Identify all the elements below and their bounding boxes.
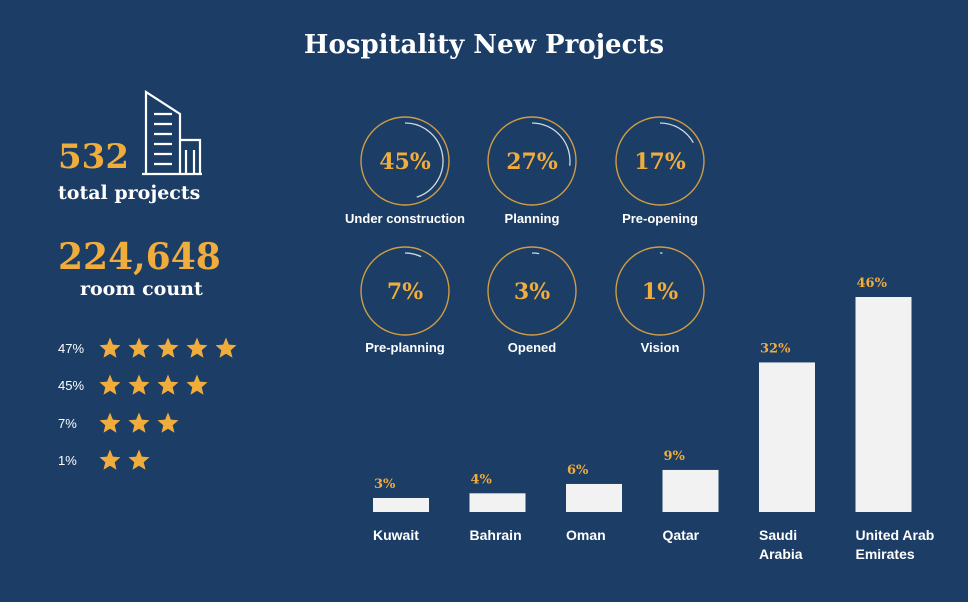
status-ring: 7% Pre-planning <box>360 246 450 355</box>
bar <box>566 483 622 512</box>
star-group <box>98 336 238 360</box>
star-icon <box>186 374 208 395</box>
bar <box>855 297 912 512</box>
star-icon <box>157 412 179 433</box>
bar-category-line: Bahrain <box>470 527 522 543</box>
building-icon <box>142 90 202 176</box>
ring-track <box>487 246 577 336</box>
ring-progress-arc <box>404 252 422 258</box>
ring-value-label: 7% <box>387 279 423 305</box>
rating-row-5-star: 47% <box>58 334 238 362</box>
star-group <box>98 373 209 397</box>
ring-progress-arc <box>531 122 571 166</box>
ring-track <box>615 246 705 336</box>
bar-category-label: Oman <box>566 527 606 543</box>
star-icon <box>99 449 121 470</box>
bar-value-label: 4% <box>471 472 493 487</box>
bar-value-label: 32% <box>760 341 791 356</box>
star-icon <box>128 412 150 433</box>
rating-row-4-star: 45% <box>58 371 209 399</box>
ring-value-label: 27% <box>506 149 558 175</box>
ring-value-label: 1% <box>642 279 678 305</box>
ring-value-label: 17% <box>634 149 686 175</box>
bar-category-label: United Arab Emirates <box>856 527 935 562</box>
bar-category-line: Emirates <box>856 546 915 562</box>
star-group <box>98 448 151 472</box>
star-icon <box>99 412 121 433</box>
star-icon <box>157 374 179 395</box>
bar-value-label: 9% <box>664 449 686 464</box>
status-ring: 27% Planning <box>487 116 577 226</box>
star-icon <box>99 337 121 358</box>
star-icon <box>128 374 150 395</box>
bar <box>662 469 719 512</box>
bar-category-line: Saudi <box>759 527 797 543</box>
bar-category-line: Qatar <box>663 527 700 543</box>
bar-value-label: 46% <box>857 276 888 291</box>
bar-value-label: 3% <box>374 477 396 492</box>
rating-percent: 45% <box>58 377 85 393</box>
ring-category-label: Under construction <box>345 211 465 226</box>
room-count-label: room count <box>80 278 203 300</box>
bar <box>469 493 526 512</box>
star-icon <box>128 449 150 470</box>
total-projects-label: total projects <box>58 182 201 204</box>
bar-value-label: 6% <box>567 463 589 478</box>
status-ring: 3% Opened <box>487 246 577 355</box>
ring-category-label: Opened <box>508 340 556 355</box>
status-ring: 1% Vision <box>615 246 705 355</box>
bar-category-label: Qatar <box>663 527 700 543</box>
star-icon <box>99 374 121 395</box>
total-projects-value: 532 <box>58 137 129 177</box>
ring-progress-arc <box>404 122 444 198</box>
page-title: Hospitality New Projects <box>303 30 665 60</box>
rating-percent: 47% <box>58 340 85 356</box>
ring-category-label: Pre-opening <box>622 211 698 226</box>
bar-category-label: Bahrain <box>470 527 522 543</box>
ring-track <box>487 116 577 206</box>
ring-track <box>615 116 705 206</box>
star-icon <box>128 337 150 358</box>
rating-row-2-star: 1% <box>58 446 151 474</box>
bar <box>759 362 815 512</box>
rating-percent: 7% <box>58 415 77 431</box>
ring-track <box>360 246 450 336</box>
bar <box>373 497 429 512</box>
status-ring: 45% Under construction <box>345 116 465 226</box>
star-group <box>98 411 180 435</box>
bar-category-line: Kuwait <box>373 527 419 543</box>
status-ring: 17% Pre-opening <box>615 116 705 226</box>
ring-category-label: Pre-planning <box>365 340 445 355</box>
ring-category-label: Vision <box>641 340 680 355</box>
ring-progress-arc <box>659 122 694 144</box>
ring-value-label: 3% <box>514 279 550 305</box>
ring-progress-arc <box>531 252 540 255</box>
star-icon <box>157 337 179 358</box>
rating-percent: 1% <box>58 452 77 468</box>
bar-category-line: United Arab <box>856 527 935 543</box>
bar-category-label: Kuwait <box>373 527 419 543</box>
rating-row-3-star: 7% <box>58 409 180 437</box>
bar-category-line: Oman <box>566 527 606 543</box>
star-icon <box>215 337 237 358</box>
ring-category-label: Planning <box>505 211 560 226</box>
room-count-value: 224,648 <box>58 236 221 278</box>
bar-category-line: Arabia <box>759 546 803 562</box>
bar-category-label: Saudi Arabia <box>759 527 803 562</box>
ring-track <box>360 116 450 206</box>
star-icon <box>186 337 208 358</box>
ring-value-label: 45% <box>379 149 431 175</box>
